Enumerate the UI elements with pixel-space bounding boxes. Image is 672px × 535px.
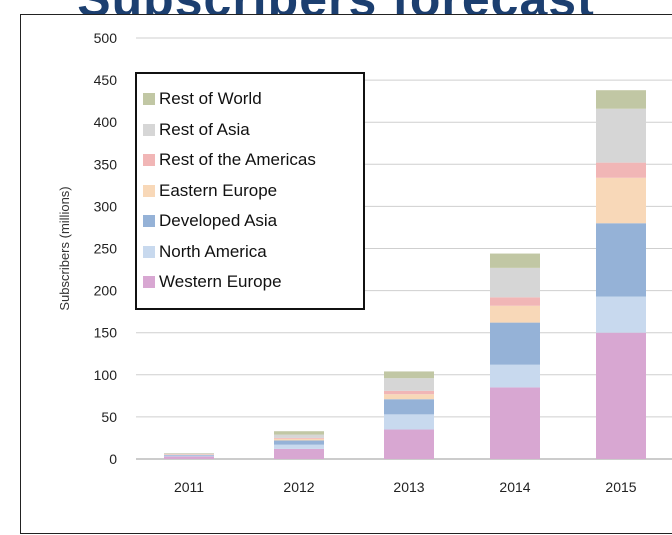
bar-segment: [596, 109, 646, 163]
y-tick-label: 50: [101, 409, 117, 425]
x-tick-label: 2013: [393, 479, 424, 495]
bar-segment: [490, 254, 540, 268]
bar-segment: [274, 431, 324, 434]
bar-segment: [490, 268, 540, 297]
bar-segment: [274, 435, 324, 438]
legend-swatch: [143, 215, 155, 227]
bar-segment: [490, 365, 540, 388]
legend-item: Western Europe: [143, 267, 357, 298]
legend-label: Eastern Europe: [159, 181, 277, 201]
bar-segment: [384, 391, 434, 394]
legend-swatch: [143, 124, 155, 136]
y-axis-label: Subscribers (millions): [57, 186, 72, 310]
legend-swatch: [143, 93, 155, 105]
bar-segment: [384, 394, 434, 399]
bar-segment: [274, 440, 324, 444]
legend-swatch: [143, 246, 155, 258]
bar-segment: [384, 399, 434, 414]
bar-segment: [274, 445, 324, 449]
legend-item: Rest of the Americas: [143, 145, 357, 176]
bar-segment: [274, 449, 324, 459]
legend-label: Rest of World: [159, 89, 262, 109]
bar-segment: [490, 297, 540, 305]
y-tick-label: 400: [94, 114, 118, 130]
legend-item: Developed Asia: [143, 206, 357, 237]
y-tick-label: 500: [94, 30, 118, 46]
bar-segment: [274, 439, 324, 441]
legend-item: Eastern Europe: [143, 176, 357, 207]
y-tick-label: 250: [94, 241, 118, 257]
bar-segment: [490, 306, 540, 323]
bar-segment: [384, 414, 434, 429]
bar-segment: [596, 296, 646, 332]
y-tick-label: 300: [94, 198, 118, 214]
bar-segment: [274, 438, 324, 439]
bar-segment: [164, 456, 214, 457]
bar-segment: [490, 323, 540, 365]
bar-segment: [384, 378, 434, 391]
legend-label: North America: [159, 242, 267, 262]
bar-segment: [490, 387, 540, 459]
y-tick-label: 0: [109, 451, 117, 467]
bar-segment: [164, 456, 214, 459]
bar-segment: [596, 178, 646, 223]
bar-segment: [596, 333, 646, 459]
legend-swatch: [143, 185, 155, 197]
x-tick-label: 2012: [283, 479, 314, 495]
bar-segment: [164, 455, 214, 456]
bar-segment: [596, 90, 646, 109]
legend-label: Western Europe: [159, 272, 282, 292]
x-tick-label: 2015: [605, 479, 636, 495]
x-tick-label: 2014: [499, 479, 530, 495]
legend-swatch: [143, 154, 155, 166]
legend-swatch: [143, 276, 155, 288]
legend-label: Developed Asia: [159, 211, 277, 231]
y-tick-label: 200: [94, 283, 118, 299]
legend-item: Rest of Asia: [143, 115, 357, 146]
legend-item: Rest of World: [143, 84, 357, 115]
bar-segment: [384, 430, 434, 459]
bar-segment: [596, 223, 646, 296]
bar-segment: [384, 371, 434, 378]
bar-segment: [596, 163, 646, 178]
chart-legend: Rest of World Rest of Asia Rest of the Ame…: [135, 72, 365, 310]
legend-label: Rest of Asia: [159, 120, 250, 140]
y-tick-label: 100: [94, 367, 118, 383]
y-tick-label: 150: [94, 325, 118, 341]
y-tick-label: 450: [94, 72, 118, 88]
y-tick-label: 350: [94, 156, 118, 172]
x-tick-label: 2011: [174, 479, 204, 495]
legend-label: Rest of the Americas: [159, 150, 316, 170]
legend-item: North America: [143, 237, 357, 268]
